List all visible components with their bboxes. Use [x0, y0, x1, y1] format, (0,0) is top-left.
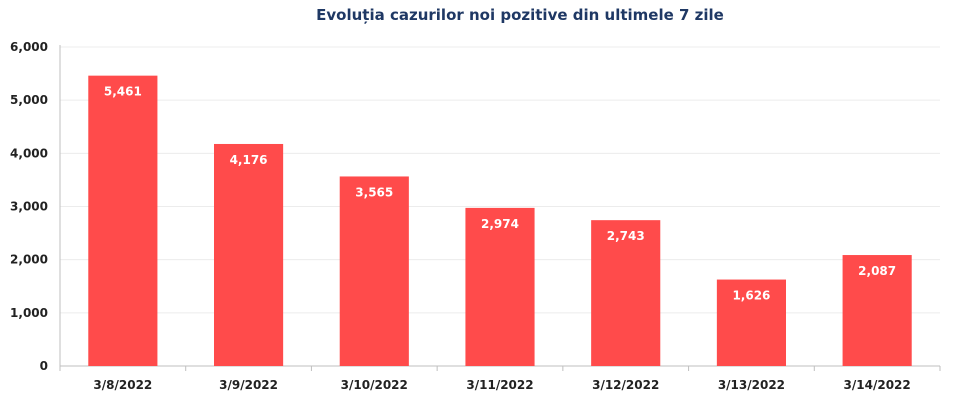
y-tick-label: 1,000 [10, 306, 48, 320]
x-tick-label: 3/9/2022 [219, 378, 278, 392]
y-tick-label: 3,000 [10, 200, 48, 214]
data-label: 3,565 [355, 185, 393, 199]
y-tick-label: 2,000 [10, 253, 48, 267]
data-label: 2,743 [607, 229, 645, 243]
bar [842, 255, 912, 366]
y-tick-label: 4,000 [10, 146, 48, 160]
y-tick-label: 5,000 [10, 93, 48, 107]
bar [339, 176, 409, 366]
bar [716, 279, 786, 366]
data-label: 5,461 [104, 85, 142, 99]
data-label: 1,626 [732, 289, 770, 303]
x-tick-label: 3/8/2022 [93, 378, 152, 392]
y-tick-label: 6,000 [10, 40, 48, 54]
data-label: 2,087 [858, 264, 896, 278]
bar [465, 207, 535, 366]
data-label: 4,176 [230, 153, 268, 167]
chart-title: Evoluția cazurilor noi pozitive din ulti… [316, 6, 724, 24]
x-tick-label: 3/12/2022 [592, 378, 659, 392]
x-tick-label: 3/14/2022 [844, 378, 911, 392]
bar [88, 75, 158, 366]
x-tick-label: 3/13/2022 [718, 378, 785, 392]
bar [591, 220, 661, 366]
bar [214, 143, 284, 366]
x-tick-label: 3/10/2022 [341, 378, 408, 392]
x-tick-label: 3/11/2022 [466, 378, 533, 392]
data-label: 2,974 [481, 217, 519, 231]
y-tick-label: 0 [40, 359, 48, 373]
